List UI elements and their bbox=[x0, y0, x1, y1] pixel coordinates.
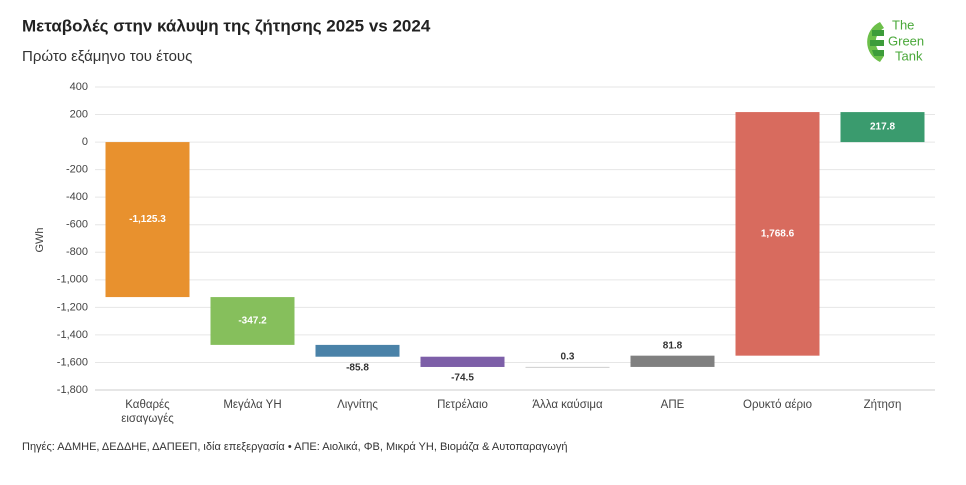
y-tick-label: -200 bbox=[66, 164, 88, 176]
data-label: -85.8 bbox=[346, 362, 369, 373]
data-label: 0.3 bbox=[561, 352, 575, 363]
logo-text: Green bbox=[888, 33, 924, 48]
bar bbox=[315, 344, 400, 357]
bar bbox=[420, 356, 505, 367]
y-axis-label: GWh bbox=[34, 227, 46, 252]
data-label: -74.5 bbox=[451, 373, 474, 384]
y-tick-label: -1,400 bbox=[57, 329, 88, 341]
y-tick-label: 400 bbox=[70, 81, 88, 93]
data-label: -347.2 bbox=[238, 316, 267, 327]
y-tick-label: -1,600 bbox=[57, 356, 88, 368]
y-tick-label: -400 bbox=[66, 191, 88, 203]
logo-mark bbox=[870, 30, 884, 56]
bar bbox=[210, 297, 295, 345]
x-tick-label: Καθαρές εισαγωγές bbox=[121, 399, 174, 425]
bar bbox=[630, 355, 715, 367]
bar bbox=[525, 366, 610, 368]
y-tick-label: -800 bbox=[66, 246, 88, 258]
x-tick-label: Άλλα καύσιμα bbox=[532, 399, 603, 411]
x-tick-label: Ορυκτό αέριο bbox=[743, 399, 812, 411]
logo: The Green Tank bbox=[867, 17, 924, 63]
source: Πηγές: ΑΔΜΗΕ, ΔΕΔΔΗΕ, ΔΑΠΕΕΠ, ιδία επεξε… bbox=[22, 441, 567, 453]
logo-text: Tank bbox=[895, 48, 923, 63]
x-tick-label: Πετρέλαιο bbox=[437, 399, 488, 411]
x-tick-label: Ζήτηση bbox=[863, 399, 902, 411]
bar bbox=[735, 112, 820, 356]
data-label: 1,768.6 bbox=[761, 229, 795, 240]
y-tick-label: 0 bbox=[82, 136, 88, 148]
y-tick-label: 200 bbox=[70, 108, 88, 120]
y-tick-label: -600 bbox=[66, 219, 88, 231]
x-tick-label: Λιγνίτης bbox=[337, 399, 378, 411]
data-label: 81.8 bbox=[663, 340, 683, 351]
y-tick-label: -1,200 bbox=[57, 301, 88, 313]
logo-text: The bbox=[892, 17, 914, 32]
x-tick-label: Μεγάλα ΥΗ bbox=[223, 399, 282, 411]
bar bbox=[105, 142, 190, 298]
y-tick-label: -1,800 bbox=[57, 384, 88, 396]
data-label: -1,125.3 bbox=[129, 214, 166, 225]
y-tick-label: -1,000 bbox=[57, 274, 88, 286]
bar bbox=[840, 112, 925, 143]
data-label: 217.8 bbox=[870, 122, 895, 133]
chart-subtitle: Πρώτο εξάμηνο του έτους bbox=[22, 48, 192, 65]
chart-title: Μεταβολές στην κάλυψη της ζήτησης 2025 v… bbox=[22, 16, 431, 35]
x-tick-label: ΑΠΕ bbox=[660, 399, 685, 411]
